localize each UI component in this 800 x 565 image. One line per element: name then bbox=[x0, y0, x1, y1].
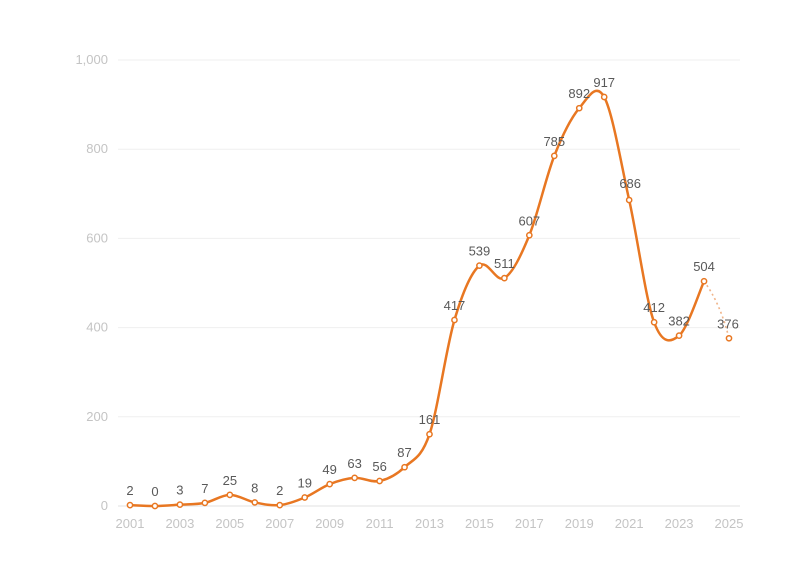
series-line-group bbox=[128, 89, 730, 508]
x-tick-label: 2025 bbox=[715, 516, 744, 531]
data-point bbox=[650, 318, 658, 326]
data-label: 686 bbox=[619, 176, 641, 191]
x-tick-label: 2007 bbox=[265, 516, 294, 531]
data-point bbox=[675, 332, 683, 339]
x-tick-label: 2023 bbox=[665, 516, 694, 531]
data-point bbox=[426, 430, 433, 438]
data-label: 56 bbox=[372, 459, 386, 474]
data-point bbox=[276, 501, 284, 509]
data-point bbox=[700, 277, 708, 285]
data-label: 3 bbox=[176, 483, 183, 498]
x-axis-ticks: 2001 2003 2005 2007 2009 2011 2013 2015 2017 2019… bbox=[116, 516, 744, 531]
series-line bbox=[128, 89, 706, 508]
x-tick-label: 2009 bbox=[315, 516, 344, 531]
data-label: 63 bbox=[347, 456, 361, 471]
data-label: 2 bbox=[126, 483, 133, 498]
data-point bbox=[525, 231, 533, 239]
data-label: 785 bbox=[543, 134, 565, 149]
data-label: 25 bbox=[223, 473, 237, 488]
x-tick-label: 2019 bbox=[565, 516, 594, 531]
data-label: 412 bbox=[643, 300, 665, 315]
data-label: 87 bbox=[397, 445, 411, 460]
data-point bbox=[251, 499, 259, 506]
data-point bbox=[351, 474, 358, 482]
grid bbox=[118, 59, 740, 507]
y-tick-label: 200 bbox=[86, 409, 108, 424]
data-point bbox=[725, 334, 733, 342]
data-point bbox=[126, 501, 134, 509]
data-point bbox=[600, 93, 608, 101]
data-label: 917 bbox=[593, 75, 615, 90]
data-label: 2 bbox=[276, 483, 283, 498]
data-point bbox=[326, 480, 334, 488]
data-label: 539 bbox=[469, 244, 491, 259]
data-label: 892 bbox=[568, 86, 590, 101]
x-tick-label: 2013 bbox=[415, 516, 444, 531]
data-point bbox=[575, 104, 583, 112]
data-label: 0 bbox=[151, 484, 158, 499]
data-point bbox=[301, 494, 309, 501]
data-label: 161 bbox=[419, 412, 441, 427]
data-label: 8 bbox=[251, 480, 258, 495]
data-point bbox=[151, 502, 159, 510]
projection-line bbox=[703, 280, 730, 339]
data-label: 504 bbox=[693, 259, 715, 274]
x-tick-label: 2021 bbox=[615, 516, 644, 531]
data-label: 607 bbox=[518, 213, 540, 228]
data-point bbox=[550, 152, 558, 160]
data-point bbox=[376, 477, 383, 485]
x-tick-label: 2003 bbox=[165, 516, 194, 531]
data-label: 19 bbox=[297, 476, 311, 491]
data-point bbox=[226, 491, 234, 499]
data-point bbox=[476, 262, 483, 269]
data-point bbox=[201, 499, 209, 507]
x-tick-label: 2011 bbox=[366, 516, 394, 531]
data-points bbox=[126, 93, 733, 510]
x-tick-label: 2015 bbox=[465, 516, 494, 531]
y-tick-label: 1,000 bbox=[75, 52, 108, 67]
x-tick-label: 2001 bbox=[116, 516, 145, 531]
y-axis-ticks: 0 200 400 600 800 1,000 bbox=[75, 52, 108, 513]
data-point bbox=[401, 463, 408, 471]
y-tick-label: 400 bbox=[86, 320, 108, 335]
y-tick-label: 800 bbox=[86, 141, 108, 156]
data-label: 417 bbox=[444, 298, 466, 313]
x-tick-label: 2005 bbox=[215, 516, 244, 531]
data-label: 376 bbox=[717, 316, 739, 331]
x-tick-label: 2017 bbox=[515, 516, 544, 531]
data-label: 7 bbox=[201, 481, 208, 496]
data-label: 382 bbox=[668, 314, 690, 329]
y-tick-label: 600 bbox=[86, 230, 108, 245]
y-tick-label: 0 bbox=[101, 498, 108, 513]
data-label: 49 bbox=[322, 462, 336, 477]
data-point bbox=[625, 196, 633, 204]
data-point bbox=[501, 274, 508, 282]
data-label: 511 bbox=[494, 256, 515, 271]
data-point bbox=[451, 316, 458, 324]
data-point bbox=[176, 501, 184, 509]
